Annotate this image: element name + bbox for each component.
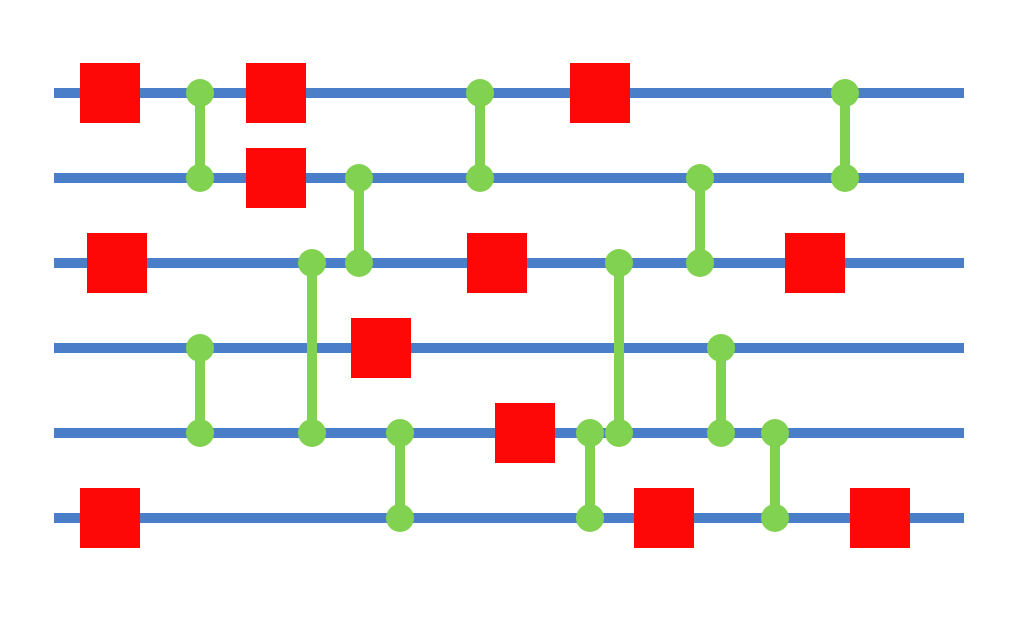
coupler-11 [761,419,789,532]
coupler-0 [186,79,214,192]
gate-6 [785,233,845,293]
coupler-10 [576,419,604,532]
gate-3 [246,148,306,208]
gate-2 [570,63,630,123]
coupler-9 [386,419,414,532]
coupler-3 [686,164,714,277]
gate-1 [246,63,306,123]
gate-9 [80,488,140,548]
gate-10 [634,488,694,548]
coupler-8 [707,334,735,447]
gate-8 [495,403,555,463]
gate-11 [850,488,910,548]
coupler-4 [831,79,859,192]
gate-0 [80,63,140,123]
coupler-2 [466,79,494,192]
coupler-7 [186,334,214,447]
coupler-1 [345,164,373,277]
quantum-circuit-diagram [0,0,1024,620]
gate-7 [351,318,411,378]
gate-4 [87,233,147,293]
gate-5 [467,233,527,293]
